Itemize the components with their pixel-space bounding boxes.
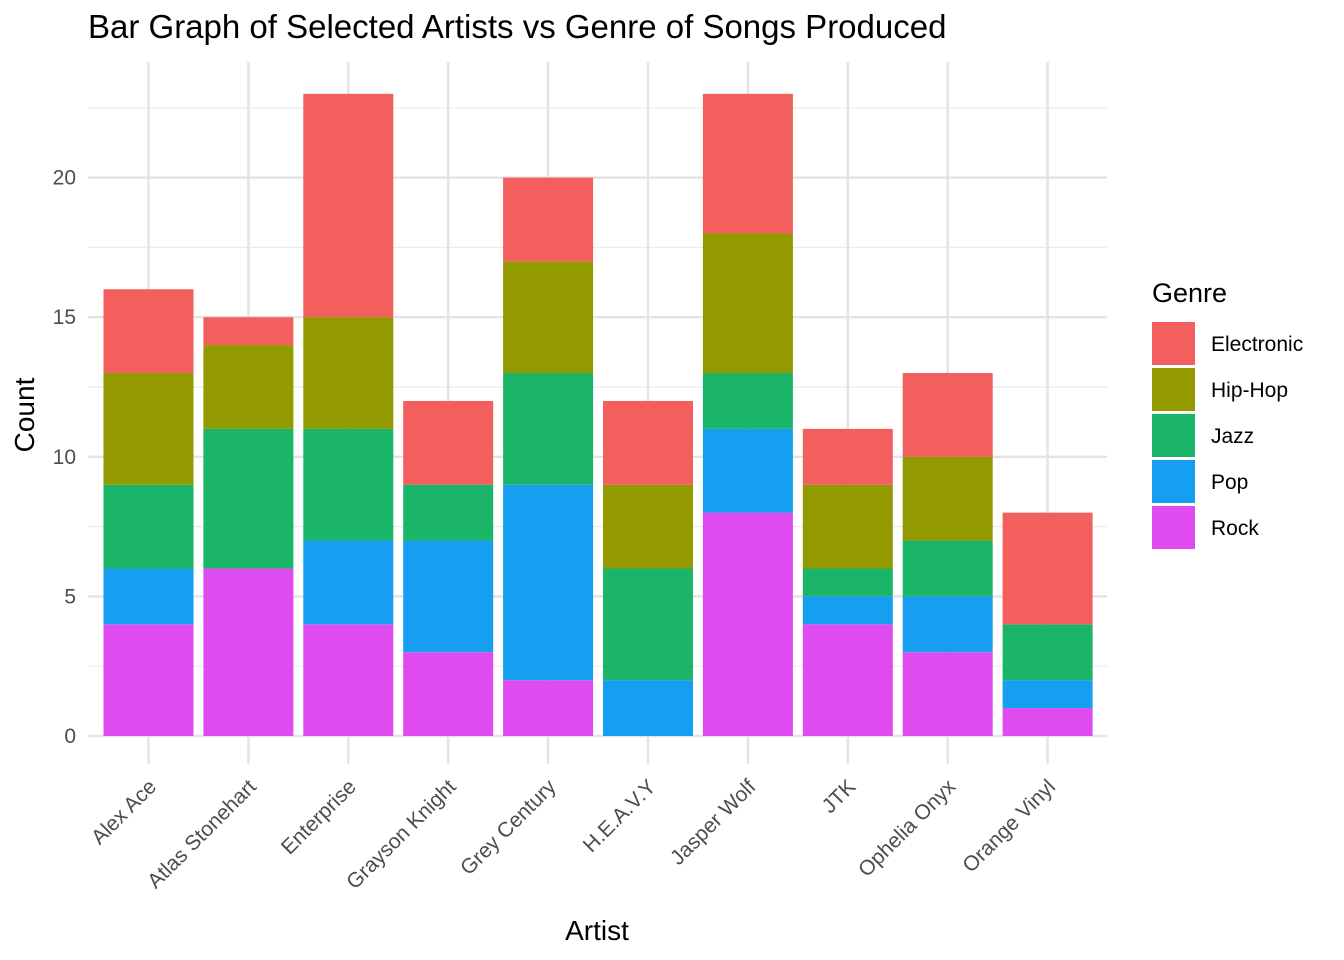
legend-label-jazz: Jazz bbox=[1211, 425, 1254, 448]
bar-segment-electronic-grey-century bbox=[503, 177, 594, 262]
bar-segment-electronic-jasper-wolf bbox=[702, 93, 793, 234]
bar-segment-jazz-grayson-knight bbox=[403, 484, 494, 541]
legend-label-electronic: Electronic bbox=[1211, 333, 1303, 356]
bar-segment-jazz-orange-vinyl bbox=[1002, 624, 1093, 681]
x-tick-label: Enterprise bbox=[277, 775, 361, 859]
x-tick-label: Jasper Wolf bbox=[666, 775, 761, 870]
bar-segment-jazz-jtk bbox=[802, 568, 893, 597]
bar-segment-electronic-ophelia-onyx bbox=[902, 373, 993, 457]
bar-segment-pop-grayson-knight bbox=[403, 540, 494, 653]
bar-segment-pop-h-e-a-v-y bbox=[603, 680, 693, 736]
bar-segment-pop-ophelia-onyx bbox=[902, 596, 993, 653]
y-tick-label: 15 bbox=[53, 306, 76, 329]
bar-segment-hiphop-h-e-a-v-y bbox=[603, 484, 693, 569]
legend-swatch-pop bbox=[1152, 460, 1195, 503]
bar-segment-rock-ophelia-onyx bbox=[902, 652, 993, 736]
bar-segment-jazz-jasper-wolf bbox=[702, 373, 793, 429]
chart-title: Bar Graph of Selected Artists vs Genre o… bbox=[88, 8, 947, 45]
bar-segment-electronic-atlas-stonehart bbox=[203, 317, 294, 346]
legend-label-hiphop: Hip-Hop bbox=[1211, 379, 1288, 402]
bar-segment-hiphop-grey-century bbox=[503, 261, 594, 374]
bar-segment-hiphop-jasper-wolf bbox=[702, 233, 793, 374]
bar-segment-electronic-enterprise bbox=[303, 93, 394, 318]
legend-label-pop: Pop bbox=[1211, 471, 1248, 494]
legend-title: Genre bbox=[1152, 278, 1227, 308]
bar-segment-pop-alex-ace bbox=[103, 568, 194, 625]
x-tick-label: Grey Century bbox=[456, 775, 561, 880]
bar-segment-pop-jtk bbox=[802, 596, 893, 625]
y-tick-label: 5 bbox=[64, 585, 76, 608]
bar-segment-pop-jasper-wolf bbox=[702, 428, 793, 513]
legend-swatch-electronic bbox=[1152, 322, 1195, 365]
bar-segment-pop-enterprise bbox=[303, 540, 394, 625]
x-axis-label: Artist bbox=[565, 915, 629, 946]
bar-segment-electronic-grayson-knight bbox=[403, 400, 494, 485]
legend-swatch-jazz bbox=[1152, 414, 1195, 457]
x-tick-label: JTK bbox=[818, 775, 861, 818]
x-tick-label: Orange Vinyl bbox=[958, 775, 1060, 877]
bar-segment-rock-enterprise bbox=[303, 624, 394, 736]
bar-segment-electronic-alex-ace bbox=[103, 289, 194, 374]
y-tick-label: 0 bbox=[64, 725, 76, 748]
bar-segment-hiphop-ophelia-onyx bbox=[902, 456, 993, 541]
bar-segment-hiphop-atlas-stonehart bbox=[203, 345, 294, 429]
y-axis-label: Count bbox=[9, 377, 40, 452]
bar-segment-hiphop-alex-ace bbox=[103, 373, 194, 485]
x-tick-label: Ophelia Onyx bbox=[854, 775, 961, 882]
bar-segment-hiphop-enterprise bbox=[303, 317, 394, 429]
bar-segment-pop-grey-century bbox=[503, 484, 594, 681]
bar-segment-electronic-h-e-a-v-y bbox=[603, 400, 693, 485]
bar-segment-jazz-alex-ace bbox=[103, 484, 194, 569]
bars bbox=[103, 93, 1093, 736]
bar-segment-rock-grayson-knight bbox=[403, 652, 494, 736]
bar-segment-jazz-h-e-a-v-y bbox=[603, 568, 693, 681]
legend-swatch-rock bbox=[1152, 506, 1195, 549]
x-tick-label: Grayson Knight bbox=[342, 775, 461, 894]
y-axis-ticks: 0 5 10 15 20 bbox=[53, 167, 76, 748]
bar-segment-jazz-atlas-stonehart bbox=[203, 428, 294, 569]
bar-segment-rock-atlas-stonehart bbox=[203, 568, 294, 736]
y-tick-label: 10 bbox=[53, 446, 76, 469]
x-tick-label: H.E.A.V.Y bbox=[579, 775, 661, 857]
bar-segment-electronic-orange-vinyl bbox=[1002, 512, 1093, 625]
bar-segment-rock-jasper-wolf bbox=[702, 512, 793, 736]
legend: Genre Electronic Hip-Hop Jazz Pop Rock bbox=[1152, 278, 1303, 549]
bar-segment-pop-orange-vinyl bbox=[1002, 680, 1093, 709]
bar-segment-jazz-ophelia-onyx bbox=[902, 540, 993, 597]
bar-segment-electronic-jtk bbox=[802, 428, 893, 485]
bar-segment-rock-grey-century bbox=[503, 680, 594, 736]
legend-label-rock: Rock bbox=[1211, 517, 1259, 540]
bar-segment-hiphop-jtk bbox=[802, 484, 893, 569]
bar-segment-rock-jtk bbox=[802, 624, 893, 736]
bar-segment-jazz-enterprise bbox=[303, 428, 394, 541]
x-tick-label: Atlas Stonehart bbox=[143, 775, 261, 893]
x-tick-label: Alex Ace bbox=[87, 775, 161, 849]
bar-segment-jazz-grey-century bbox=[503, 373, 594, 485]
legend-swatch-hiphop bbox=[1152, 368, 1195, 411]
bar-segment-rock-orange-vinyl bbox=[1002, 708, 1093, 736]
bar-segment-rock-alex-ace bbox=[103, 624, 194, 736]
y-tick-label: 20 bbox=[53, 167, 76, 190]
